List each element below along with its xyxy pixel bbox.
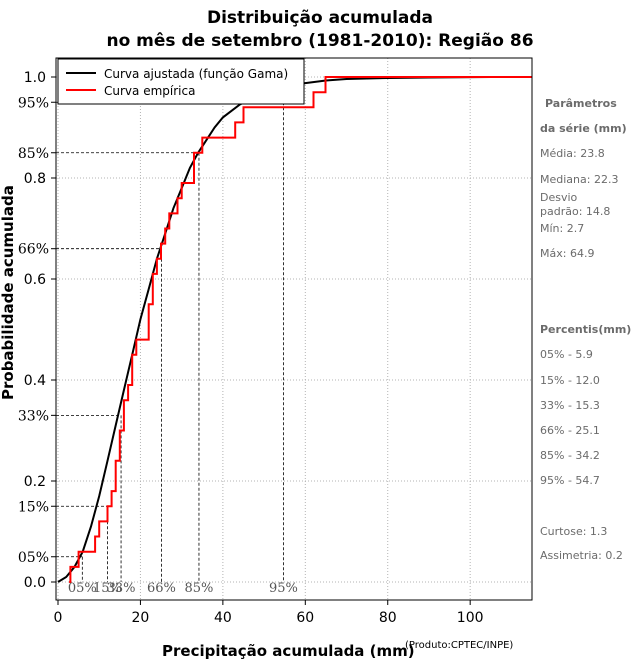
stat-assimetria: Assimetria: 0.2 [540,549,623,562]
x-tick-label: 40 [214,610,232,626]
percentile-y-label: 95% [18,95,49,111]
legend-label-empirical: Curva empírica [104,84,195,98]
product-credit: (Produto:CPTEC/INPE) [405,640,514,651]
stat-media: Média: 23.8 [540,147,605,160]
x-tick-label: 100 [457,610,484,626]
chart-title-line1: Distribuição acumulada [206,8,434,28]
percentil-85: 85% - 34.2 [540,449,600,462]
percentile-y-label: 05% [18,550,49,566]
x-axis-label: Precipitação acumulada (mm) [162,642,415,660]
percentile-x-label: 95% [269,581,298,596]
x-tick-label: 0 [54,610,63,626]
y-tick-label: 0.8 [24,171,46,187]
y-axis-label: Probabilidade acumulada [0,185,17,400]
chart-title-line2: no mês de setembro (1981-2010): Região 8… [106,31,534,51]
percentil-05: 05% - 5.9 [540,348,593,361]
params-heading-1: Parâmetros [545,97,617,110]
series-line-empirical [69,76,532,583]
percentil-66: 66% - 25.1 [540,424,600,437]
percentil-95: 95% - 54.7 [540,474,600,487]
y-tick-label: 1.0 [24,70,46,86]
stat-desvio-1: Desvio [540,191,578,204]
stat-curtose: Curtose: 1.3 [540,525,608,538]
percentile-y-label: 33% [18,408,49,424]
x-tick-label: 60 [296,610,314,626]
percentile-y-label: 66% [18,242,49,258]
stat-max: Máx: 64.9 [540,247,595,260]
percentile-y-label: 15% [18,499,49,515]
percentil-33: 33% - 15.3 [540,399,600,412]
params-heading-2: da série (mm) [540,122,627,135]
percentile-y-label: 85% [18,146,49,162]
x-tick-label: 20 [132,610,150,626]
x-tick-label: 80 [379,610,397,626]
percentile-x-label: 05% [68,581,97,596]
legend-box [57,58,305,105]
legend-label-fitted: Curva ajustada (função Gama) [104,67,288,81]
stat-mediana: Mediana: 22.3 [540,173,619,186]
percentile-x-label: 15% [93,581,122,596]
percentil-15: 15% - 12.0 [540,374,600,387]
y-tick-label: 0.6 [24,272,46,288]
percentile-x-label: 85% [185,581,214,596]
y-tick-label: 0.4 [24,373,46,389]
percentis-heading: Percentis(mm) [540,323,632,336]
plot-frame [55,57,533,601]
stat-desvio-2: padrão: 14.8 [540,205,611,218]
percentile-x-label: 66% [147,581,176,596]
y-tick-label: 0.0 [24,575,46,591]
stat-min: Mín: 2.7 [540,222,585,235]
y-tick-label: 0.2 [24,474,46,490]
percentile-x-label: 33% [107,581,136,596]
